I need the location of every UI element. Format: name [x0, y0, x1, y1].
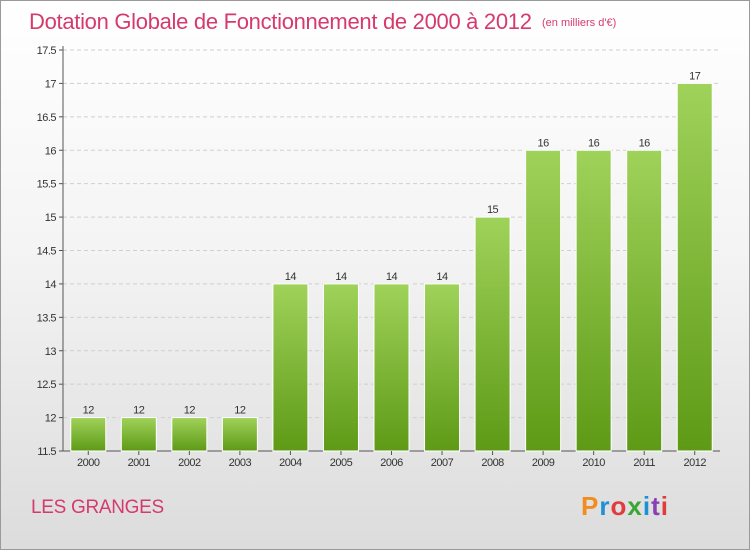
bar-value-label: 12: [184, 405, 196, 417]
y-tick-label: 13: [45, 346, 57, 358]
bar: [575, 149, 612, 452]
bar: [171, 417, 208, 452]
y-tick-label: 16: [45, 145, 57, 157]
bar-value-label: 12: [234, 405, 246, 417]
x-tick-label: 2012: [683, 457, 706, 469]
y-tick-label: 14: [45, 279, 57, 291]
bar-value-label: 14: [436, 271, 448, 283]
bar: [322, 283, 359, 452]
logo-letter: t: [651, 491, 661, 521]
x-tick-label: 2000: [77, 457, 100, 469]
x-tick-label: 2002: [178, 457, 201, 469]
y-tick-label: 17: [45, 78, 57, 90]
chart-title: Dotation Globale de Fonctionnement de 20…: [29, 9, 532, 34]
y-tick-label: 15.5: [37, 179, 57, 191]
bar-value-label: 15: [487, 204, 499, 216]
y-tick-label: 14.5: [37, 246, 57, 258]
x-tick-label: 2005: [330, 457, 353, 469]
proxiti-logo: Proxiti: [581, 491, 669, 522]
y-tick-label: 12: [45, 413, 57, 425]
logo-letter: o: [610, 491, 628, 521]
bar-value-label: 16: [588, 137, 600, 149]
bar-value-label: 12: [133, 405, 145, 417]
bar-value-label: 14: [335, 271, 347, 283]
x-tick-label: 2010: [582, 457, 605, 469]
x-tick-label: 2007: [431, 457, 454, 469]
x-tick-label: 2009: [532, 457, 555, 469]
bar-value-label: 14: [386, 271, 398, 283]
bar-value-label: 16: [639, 137, 651, 149]
y-tick-label: 13.5: [37, 312, 57, 324]
x-tick-label: 2001: [128, 457, 151, 469]
bar: [525, 149, 562, 452]
bar-value-label: 12: [83, 405, 95, 417]
bar: [474, 216, 511, 452]
bar: [373, 283, 410, 452]
bar: [626, 149, 663, 452]
logo-letter: i: [642, 491, 652, 521]
y-tick-label: 15: [45, 212, 57, 224]
y-tick-label: 12.5: [37, 379, 57, 391]
x-tick-label: 2004: [279, 457, 302, 469]
bar: [424, 283, 461, 452]
bar-value-label: 14: [285, 271, 297, 283]
logo-letter: x: [627, 491, 643, 521]
bar: [272, 283, 309, 452]
x-tick-label: 2008: [481, 457, 504, 469]
logo-letter: r: [599, 491, 611, 521]
x-tick-label: 2011: [633, 457, 655, 469]
bar-value-label: 16: [537, 137, 549, 149]
x-tick-label: 2006: [380, 457, 403, 469]
bar-value-label: 17: [689, 70, 701, 82]
x-tick-label: 2003: [229, 457, 252, 469]
y-tick-label: 11.5: [37, 446, 56, 458]
location-label: LES GRANGES: [31, 497, 164, 518]
logo-letter: i: [660, 491, 669, 521]
bar: [70, 417, 107, 452]
y-tick-label: 16.5: [37, 112, 57, 124]
bar: [676, 82, 713, 452]
chart-subtitle: (en milliers d'€): [542, 17, 617, 29]
y-tick-label: 17.5: [37, 45, 57, 57]
logo-letter: P: [581, 491, 600, 521]
bar: [120, 417, 157, 452]
bar: [221, 417, 258, 452]
